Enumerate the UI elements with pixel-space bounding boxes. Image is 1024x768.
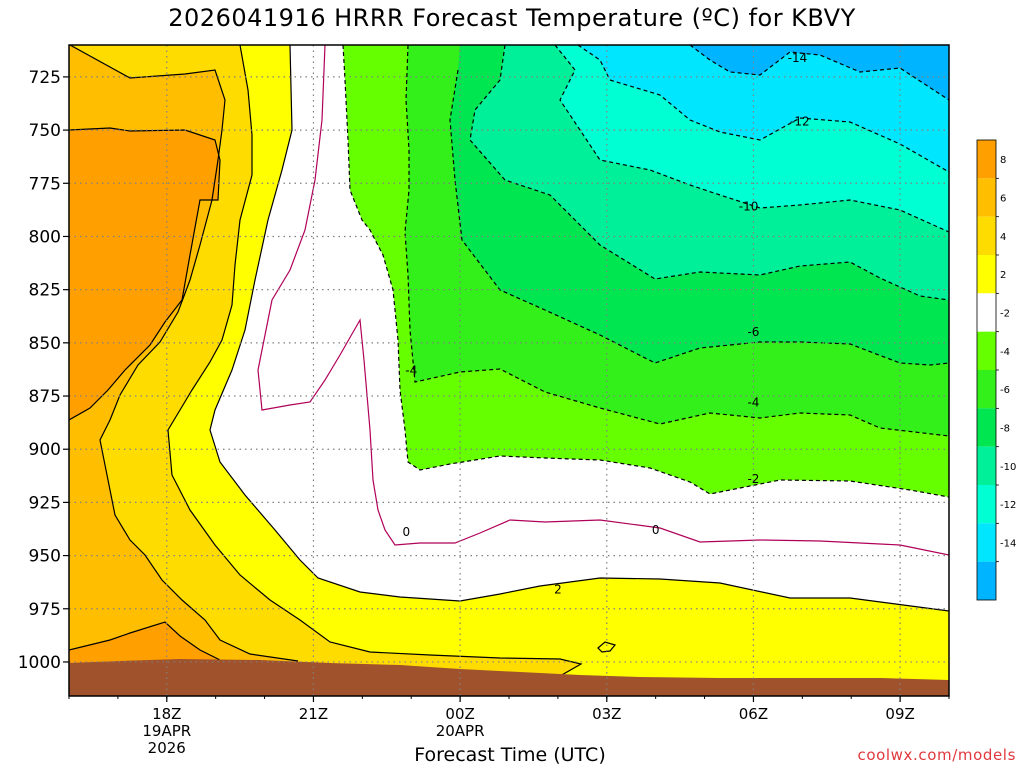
y-tick-label: 875 bbox=[29, 387, 61, 407]
colorbar-label: -10 bbox=[1000, 462, 1016, 473]
colorbar-bin bbox=[977, 140, 996, 179]
contour-line-plus6 bbox=[69, 45, 299, 662]
terrain-surface bbox=[69, 659, 949, 696]
contour-line-minus4 bbox=[404, 45, 949, 437]
contour-line-minus6 bbox=[449, 69, 949, 366]
contour-label: 0 bbox=[403, 525, 411, 539]
contour-label: -4 bbox=[747, 395, 759, 409]
contour-line-plus4 bbox=[167, 45, 583, 677]
x-tick-label: 09Z bbox=[885, 705, 914, 723]
y-tick-label: 925 bbox=[29, 493, 61, 513]
fill-band-8-to-10-lower bbox=[69, 622, 220, 668]
chart-title: 2026041916 HRRR Forecast Temperature (ºC… bbox=[168, 4, 856, 32]
y-tick-label: 850 bbox=[29, 334, 61, 354]
colorbar-bin bbox=[977, 561, 996, 600]
credit-link[interactable]: coolwx.com/models bbox=[857, 746, 1016, 764]
contour-line-plus8-lower bbox=[69, 621, 221, 661]
colorbar-bin bbox=[977, 178, 996, 217]
colorbar-label: 4 bbox=[1000, 232, 1006, 243]
colorbar-bin bbox=[977, 293, 996, 332]
contour-label: -14 bbox=[788, 51, 808, 65]
y-tick-label: 800 bbox=[29, 227, 61, 247]
x-tick-label: 18Z bbox=[152, 705, 181, 723]
x-tick-label: 00Z bbox=[445, 705, 474, 723]
contour-label: -6 bbox=[747, 325, 759, 339]
y-tick-label: 750 bbox=[29, 121, 61, 141]
y-tick-label: 975 bbox=[29, 600, 61, 620]
contour-line-minus10 bbox=[554, 45, 949, 233]
y-tick-label: 900 bbox=[29, 440, 61, 460]
y-tick-label: 775 bbox=[29, 174, 61, 194]
x-tick-sublabel: 19APR bbox=[142, 722, 191, 740]
contour-label: -4 bbox=[405, 364, 417, 378]
colorbar-bin bbox=[977, 485, 996, 524]
colorbar-bin bbox=[977, 523, 996, 562]
colorbar-label: -6 bbox=[1000, 385, 1010, 396]
colorbar-label: 8 bbox=[1000, 155, 1006, 166]
fill-band-8-to-10 bbox=[69, 128, 220, 420]
x-tick-sublabel: 20APR bbox=[436, 722, 485, 740]
x-tick-sublabel: 2026 bbox=[148, 739, 186, 757]
colorbar-label: -2 bbox=[1000, 309, 1010, 320]
colorbar-bin bbox=[977, 255, 996, 294]
contour-label: 2 bbox=[554, 583, 562, 597]
contour-label: -2 bbox=[747, 472, 759, 486]
contour-line-minus2 bbox=[342, 45, 949, 498]
contour-label: -10 bbox=[739, 200, 759, 214]
contour-labels: -14 -12 -10 -6 -4 -4 -2 0 0 2 bbox=[403, 51, 810, 597]
colorbar-bin bbox=[977, 331, 996, 370]
colorbar-bin bbox=[977, 446, 996, 485]
colorbar-label: 6 bbox=[1000, 194, 1006, 205]
x-tick-label: 03Z bbox=[592, 705, 621, 723]
colorbar-label: -4 bbox=[1000, 347, 1010, 358]
fill-band-minus14-to-minus16 bbox=[690, 45, 949, 100]
contour-line-minus8 bbox=[469, 45, 949, 301]
contour-line-zero bbox=[257, 45, 949, 556]
y-tick-label: 1000 bbox=[18, 653, 61, 673]
grid-lines bbox=[69, 45, 949, 696]
colorbar-label: -14 bbox=[1000, 539, 1016, 550]
filled-contours bbox=[69, 45, 949, 696]
colorbar-bin bbox=[977, 370, 996, 409]
contour-label: 0 bbox=[652, 523, 660, 537]
colorbar-bin bbox=[977, 408, 996, 447]
y-tick-label: 725 bbox=[29, 68, 61, 88]
colorbar-label: -12 bbox=[1000, 500, 1016, 511]
x-axis-label: Forecast Time (UTC) bbox=[414, 744, 606, 766]
y-axis: 725 750 775 800 825 850 875 900 925 950 975 1000 bbox=[18, 68, 69, 673]
x-tick-label: 21Z bbox=[299, 705, 328, 723]
colorbar: 8 6 4 2 -2 -4 -6 -8 -10 -12 -14 bbox=[976, 139, 1016, 601]
colorbar-label: -8 bbox=[1000, 424, 1010, 435]
colorbar-label: 2 bbox=[1000, 270, 1006, 281]
x-tick-label: 06Z bbox=[739, 705, 768, 723]
y-tick-label: 825 bbox=[29, 281, 61, 301]
contour-line-plus2 bbox=[209, 45, 949, 612]
contour-label: -12 bbox=[790, 115, 810, 129]
colorbar-bin bbox=[977, 216, 996, 255]
contour-line-plus2-loop bbox=[597, 641, 617, 653]
y-tick-label: 950 bbox=[29, 547, 61, 567]
